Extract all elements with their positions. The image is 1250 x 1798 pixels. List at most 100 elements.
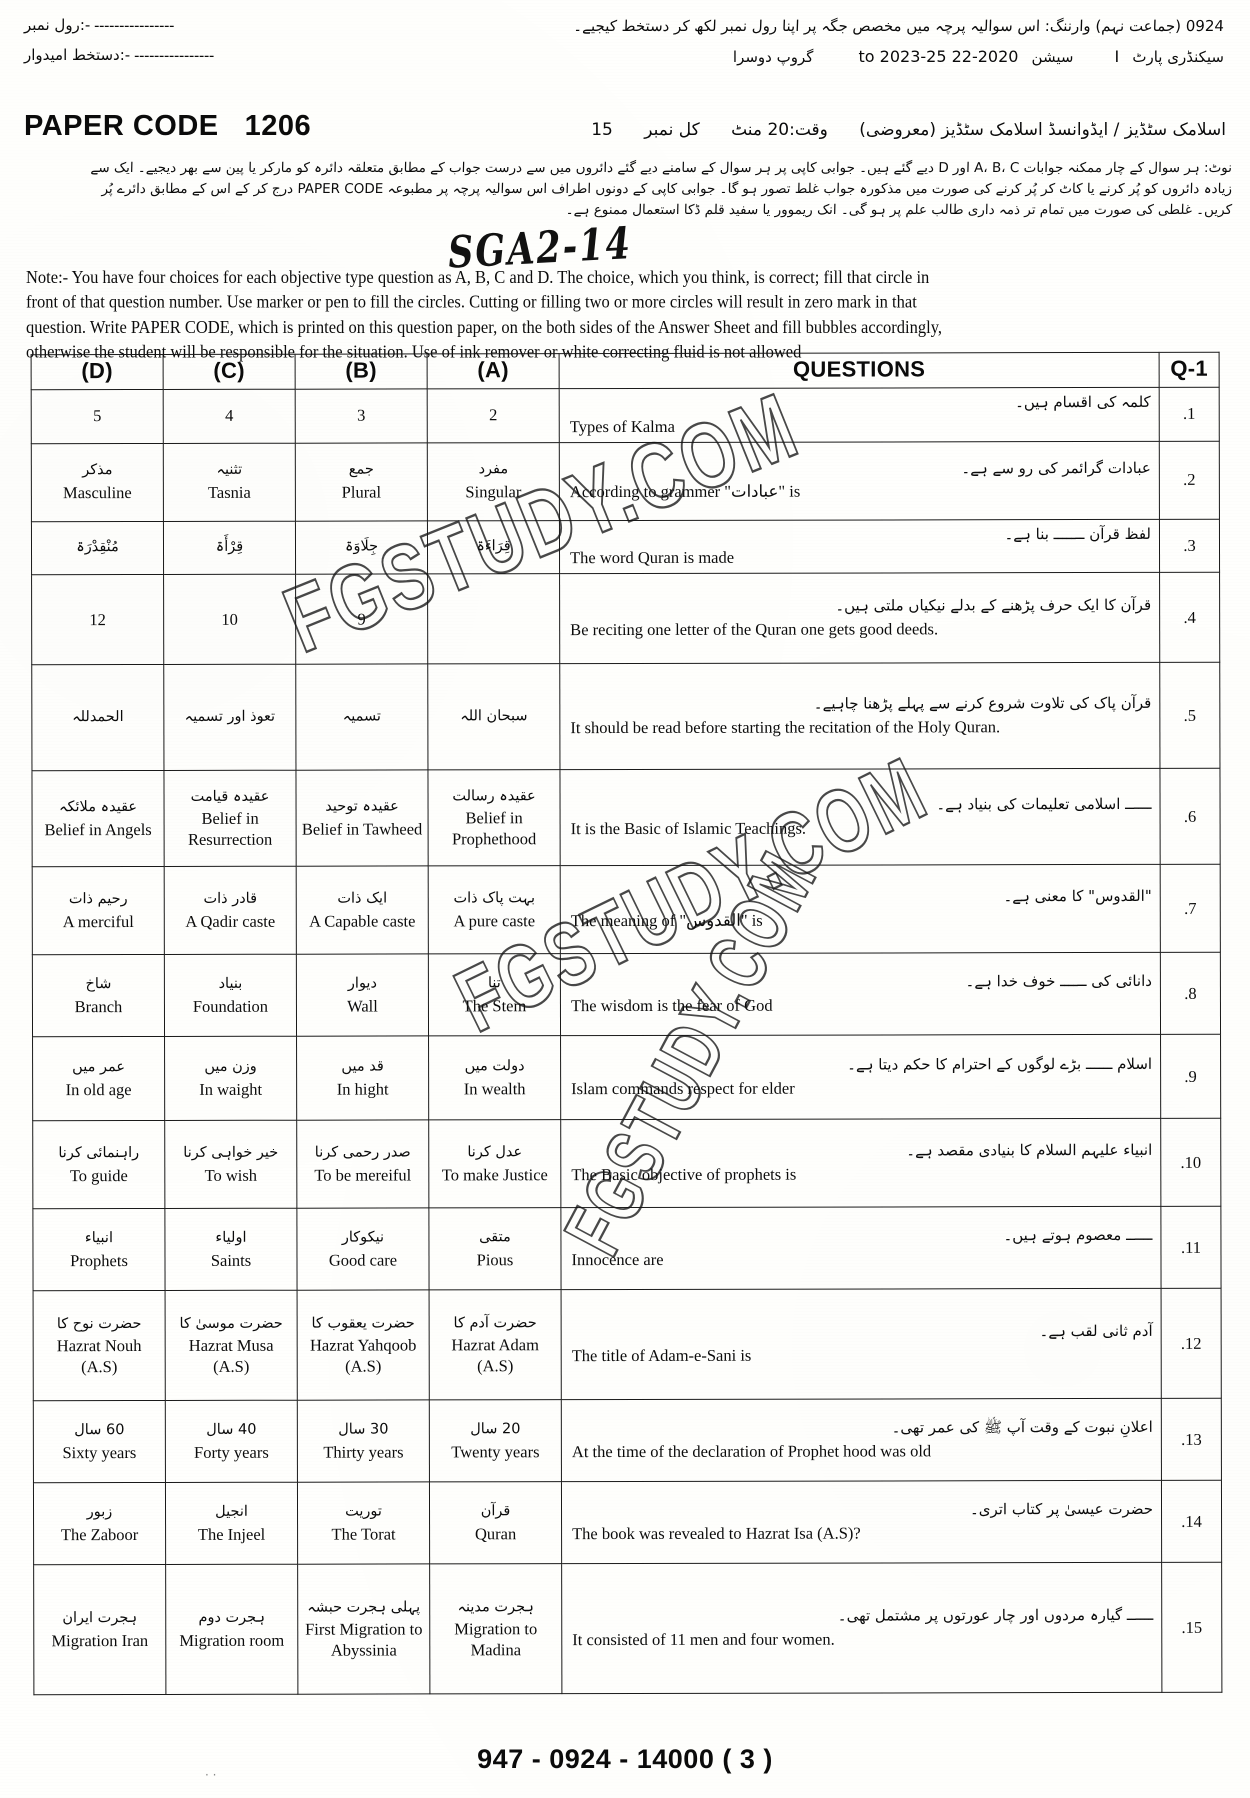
option-text-english: Thirty years (323, 1442, 404, 1462)
option-cell-c[interactable]: 4 (163, 389, 296, 444)
question-cell: "القدوس" کا معنی ہے۔ The meaning of "القد… (560, 864, 1161, 954)
table-row: 12 10 9 قرآن کا ایک حرف پڑھنے کے بدلے نیکیا… (31, 572, 1220, 665)
option-cell-c[interactable]: قادر ذات A Qadir caste (164, 866, 297, 955)
option-cell-a[interactable]: مفرد Singular (427, 442, 560, 521)
option-cell-d[interactable]: عمر میں In old age (32, 1036, 165, 1121)
question-text-english: It is the Basic of Islamic Teachings. (570, 818, 807, 839)
option-cell-b[interactable]: 9 (295, 574, 428, 665)
option-cell-b[interactable]: حضرت یعقوب کا Hazrat Yahqoob (A.S) (297, 1290, 430, 1401)
option-text-english: 5 (93, 406, 102, 426)
option-cell-a[interactable]: بہت پاک ذات A pure caste (428, 865, 561, 955)
option-cell-c[interactable]: بنیاد Foundation (164, 954, 297, 1037)
roll-no-dots[interactable]: ---------------- (94, 18, 175, 34)
english-instruction-line-4: otherwise the student will be responsibl… (26, 341, 802, 362)
option-cell-d[interactable]: ہجرت ایران Migration Iran (33, 1564, 166, 1695)
option-cell-d[interactable]: مذکر Masculine (31, 443, 164, 522)
option-cell-b[interactable]: 30 سال Thirty years (297, 1400, 430, 1483)
option-cell-a[interactable]: قِرَاءَۃ (427, 520, 560, 575)
option-text-urdu: بہت پاک ذات (453, 890, 536, 907)
option-cell-c[interactable]: عقیدہ قیامت Belief in Resurrection (163, 770, 297, 867)
session-label: سیشن (1031, 48, 1074, 66)
question-cell: قرآن کا ایک حرف پڑھنے کے بدلے نیکیاں ملت… (559, 572, 1160, 664)
option-cell-c[interactable]: 40 سال Forty years (165, 1400, 298, 1483)
option-cell-b[interactable]: توریت The Torat (297, 1482, 430, 1565)
option-cell-d[interactable]: الحمدللہ (31, 664, 164, 771)
question-text-urdu: قرآن کا ایک حرف پڑھنے کے بدلے نیکیاں ملت… (835, 596, 1152, 615)
option-cell-d[interactable]: 60 سال Sixty years (33, 1400, 166, 1483)
option-cell-b[interactable]: پہلی ہجرت حبشہ First Migration to Abyssin… (297, 1564, 430, 1695)
option-cell-b[interactable]: جمع Plural (295, 442, 428, 521)
option-text-urdu: 30 سال (338, 1421, 389, 1438)
signature-dots[interactable]: ---------------- (134, 48, 215, 64)
option-cell-a[interactable]: متقی Pious (428, 1207, 562, 1291)
option-cell-a[interactable]: عدل کرنا To make Justice (428, 1119, 561, 1209)
option-text-urdu: عمر میں (72, 1059, 126, 1076)
question-cell: اسلام ــــــ بڑے لوگوں کے احترام کا حکم … (560, 1034, 1161, 1120)
option-cell-a[interactable]: قرآن Quran (429, 1481, 562, 1565)
question-text-urdu: انبیاء علیہم السلام کا بنیادی مقصد ہے۔ (906, 1141, 1153, 1160)
option-cell-d[interactable]: مُنْقِدْرَۃ (31, 521, 164, 575)
option-text-english: Hazrat Musa (A.S) (188, 1336, 274, 1376)
option-cell-a[interactable]: 20 سال Twenty years (429, 1399, 562, 1483)
question-text-english: The word Quran is made (570, 547, 735, 568)
option-text-urdu: نیکوکار (341, 1229, 385, 1246)
option-cell-a[interactable]: دولت میں In wealth (428, 1035, 561, 1121)
option-cell-d[interactable]: راہنمائی کرنا To guide (32, 1120, 165, 1209)
option-cell-a[interactable]: حضرت آدم کا Hazrat Adam (A.S) (429, 1289, 562, 1401)
option-text-english: Hazrat Nouh (A.S) (56, 1336, 142, 1377)
option-cell-d[interactable]: 12 (31, 574, 164, 665)
option-cell-c[interactable]: 10 (163, 574, 296, 665)
option-cell-b[interactable]: جِلَاوَۃ (295, 520, 428, 575)
option-cell-b[interactable]: ایک ذات A Capable caste (296, 866, 429, 955)
table-row: رحیم ذات A merciful قادر ذات A Qadir caste ا… (32, 864, 1221, 955)
option-cell-d[interactable]: انبیاء Prophets (32, 1208, 166, 1291)
option-cell-c[interactable]: خیر خواہی کرنا To wish (164, 1120, 297, 1209)
column-header-b: (B) (295, 353, 428, 390)
option-cell-b[interactable]: قد میں In hight (296, 1036, 429, 1121)
option-text-urdu: جِلَاوَۃ (344, 538, 379, 555)
option-cell-b[interactable]: 3 (295, 388, 428, 443)
option-text-urdu: تثنیہ (216, 462, 243, 479)
option-cell-a[interactable]: ہجرت مدینہ Migration to Madina (429, 1563, 562, 1695)
option-cell-d[interactable]: 5 (31, 389, 164, 444)
option-text-urdu: وزن میں (204, 1058, 257, 1075)
option-text-urdu: رحیم ذات (68, 890, 128, 908)
option-cell-c[interactable]: تثنیہ Tasnia (163, 442, 296, 522)
option-cell-a[interactable]: 2 (427, 388, 560, 443)
option-cell-b[interactable]: صدر رحمی کرنا To be mereiful (296, 1120, 429, 1209)
option-text-english: 12 (89, 609, 106, 629)
option-text-english: To make Justice (441, 1164, 548, 1185)
option-cell-c[interactable]: وزن میں In waight (164, 1036, 297, 1121)
question-number: .13 (1161, 1398, 1222, 1481)
option-text-english: Twenty years (451, 1441, 540, 1462)
option-cell-a[interactable] (427, 573, 560, 665)
table-row: مذکر Masculine تثنیہ Tasnia جمع Plural مفرد Sin… (31, 440, 1220, 522)
option-cell-b[interactable]: عقیدہ توحید Belief in Tawheed (295, 770, 429, 867)
option-cell-d[interactable]: شاخ Branch (32, 954, 165, 1037)
option-cell-d[interactable]: حضرت نوح کا Hazrat Nouh (A.S) (33, 1290, 166, 1401)
option-cell-d[interactable]: زبور The Zaboor (33, 1482, 166, 1565)
question-text-urdu: دانائی کی ــــــ خوف خدا ہے۔ (965, 972, 1152, 991)
option-cell-b[interactable]: نیکوکار Good care (296, 1208, 430, 1291)
option-cell-a[interactable]: عقیدہ رسالت Belief in Prophethood (427, 769, 561, 867)
question-cell: دانائی کی ــــــ خوف خدا ہے۔ The wisdom i… (560, 952, 1161, 1036)
option-cell-c[interactable]: قِرْأَۃ (163, 520, 296, 575)
option-cell-c[interactable]: انجیل The Injeel (165, 1482, 298, 1565)
option-cell-c[interactable]: تعوذ اور تسمیہ (163, 664, 296, 771)
option-text-english: 9 (357, 609, 366, 629)
option-cell-a[interactable]: تنا The Stem (428, 953, 561, 1037)
option-cell-b[interactable]: تسمیہ (295, 664, 428, 771)
question-number: .8 (1160, 952, 1221, 1035)
option-cell-c[interactable]: حضرت موسیٰ کا Hazrat Musa (A.S) (165, 1290, 298, 1401)
option-text-urdu: قد میں (341, 1058, 384, 1075)
option-cell-c[interactable]: اولیاء Saints (164, 1208, 298, 1291)
option-text-urdu: دولت میں (464, 1058, 525, 1075)
option-cell-c[interactable]: ہجرت دوم Migration room (165, 1564, 298, 1695)
option-text-english: Belief in Angels (44, 819, 152, 839)
option-text-english: Masculine (62, 483, 132, 503)
option-cell-a[interactable]: سبحان اللہ (427, 663, 560, 771)
option-cell-b[interactable]: دیوار Wall (296, 954, 429, 1037)
option-cell-d[interactable]: عقیدہ ملائکہ Belief in Angels (31, 770, 165, 867)
option-text-english: First Migration to Abyssinia (305, 1619, 423, 1660)
option-cell-d[interactable]: رحیم ذات A merciful (32, 866, 165, 955)
